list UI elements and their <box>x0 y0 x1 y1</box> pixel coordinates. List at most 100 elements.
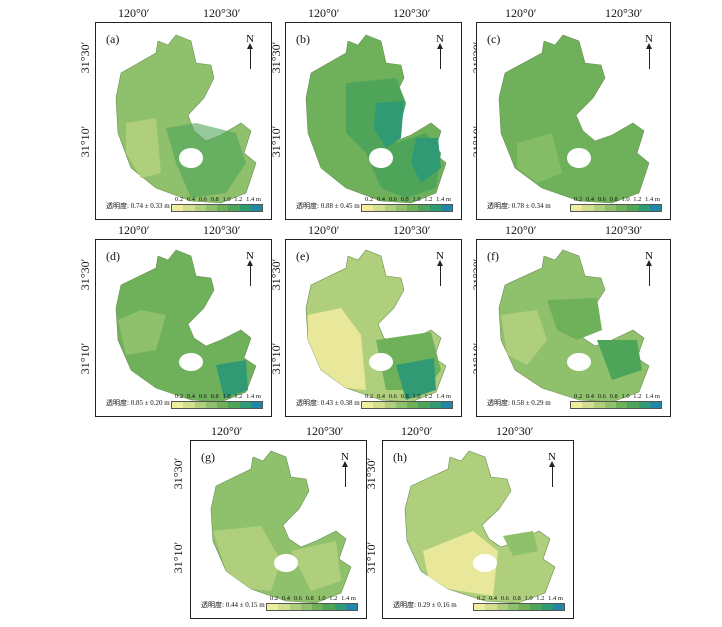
legend-swatch <box>217 205 229 211</box>
north-arrow: N <box>243 250 257 286</box>
legend-tick: 1.4 m <box>341 595 356 602</box>
legend-swatch <box>373 205 385 211</box>
map-panel-g: (g) N 透明度: 0.44 ± 0.15 m 0.2 0.4 0.6 0.8 1.0… <box>190 440 367 619</box>
legend-swatch <box>582 402 594 408</box>
legend-tick: 0.6 <box>293 595 302 602</box>
legend-tick: 0.8 <box>210 196 219 203</box>
legend-tick: 0.6 <box>597 393 606 400</box>
legend-swatch <box>429 402 441 408</box>
legend-swatch <box>267 604 279 610</box>
legend-swatch <box>217 402 229 408</box>
legend-tick: 0.4 <box>186 393 195 400</box>
lon-label: 120°30′ <box>496 424 534 438</box>
legend-swatch <box>519 604 531 610</box>
legend-swatch <box>541 604 553 610</box>
panel-label: (b) <box>296 32 310 46</box>
legend-swatch <box>638 205 650 211</box>
legend-swatch <box>362 205 374 211</box>
legend-swatch <box>205 402 217 408</box>
lake-map <box>305 249 447 403</box>
lat-label: 31°30′ <box>171 457 186 490</box>
legend-tick: 0.4 <box>488 595 497 602</box>
legend-swatch <box>205 205 217 211</box>
legend-swatch <box>649 205 661 211</box>
panel-label: (e) <box>296 249 310 263</box>
color-legend: 0.2 0.4 0.6 0.8 1.0 1.2 1.4 m <box>570 393 662 409</box>
legend-swatch <box>638 402 650 408</box>
legend-swatch <box>485 604 497 610</box>
lake-map <box>404 450 556 604</box>
legend-swatch <box>395 205 407 211</box>
north-label: N <box>645 250 653 262</box>
legend-tick: 1.4 m <box>246 393 261 400</box>
lon-label: 120°0′ <box>505 6 537 20</box>
legend-swatch <box>582 205 594 211</box>
legend-swatch <box>183 402 195 408</box>
legend-swatch <box>362 402 374 408</box>
panel-label: (f) <box>487 249 499 263</box>
lat-label: 31°30′ <box>78 258 93 291</box>
legend-tick: 1.4 m <box>436 393 451 400</box>
legend-tick: 1.0 <box>222 196 231 203</box>
legend-tick: 1.2 <box>424 393 433 400</box>
legend-swatch <box>571 402 583 408</box>
legend-tick: 0.4 <box>585 393 594 400</box>
lake-area <box>115 249 257 403</box>
legend-swatch <box>334 604 346 610</box>
lat-label: 31°10′ <box>78 125 93 158</box>
lat-label: 31°30′ <box>78 41 93 74</box>
lon-label: 120°0′ <box>118 6 150 20</box>
legend-swatch <box>418 402 430 408</box>
lon-label: 120°0′ <box>211 424 243 438</box>
legend-tick: 1.0 <box>412 196 421 203</box>
legend-tick: 1.0 <box>524 595 533 602</box>
legend-swatch <box>228 402 240 408</box>
lon-label: 120°30′ <box>306 424 344 438</box>
legend-tick: 0.2 <box>175 196 184 203</box>
lake-map <box>498 249 650 403</box>
map-panel-d: (d) N 透明度: 0.85 ± 0.20 m 0.2 0.4 0.6 0.8 1.0… <box>95 239 272 417</box>
panel-label: (h) <box>393 450 407 464</box>
legend-tick: 0.4 <box>376 196 385 203</box>
legend-tick: 0.8 <box>512 595 521 602</box>
map-panel-c: (c) N 透明度: 0.78 ± 0.34 m 0.2 0.4 0.6 0.8 1.0… <box>476 22 671 220</box>
lon-label: 120°30′ <box>203 6 241 20</box>
legend-swatch <box>627 402 639 408</box>
map-panel-a: (a) N 透明度: 0.74 ± 0.33 m 0.2 0.4 0.6 0.8 1.0… <box>95 22 272 220</box>
north-arrow: N <box>433 33 447 69</box>
lon-label: 120°30′ <box>605 223 643 237</box>
north-arrow-icon <box>645 43 652 69</box>
legend-tick: 1.0 <box>222 393 231 400</box>
lon-label: 120°30′ <box>605 6 643 20</box>
legend-swatch <box>172 402 184 408</box>
north-arrow-icon <box>246 43 253 69</box>
north-arrow-icon <box>246 260 253 286</box>
lake-map <box>115 249 257 403</box>
north-arrow: N <box>243 33 257 69</box>
north-arrow: N <box>642 250 656 286</box>
legend-swatch <box>507 604 519 610</box>
color-legend: 0.2 0.4 0.6 0.8 1.0 1.2 1.4 m <box>171 196 263 212</box>
north-arrow-icon <box>436 260 443 286</box>
legend-swatch <box>384 205 396 211</box>
legend-tick: 0.6 <box>500 595 509 602</box>
legend-swatch <box>183 205 195 211</box>
legend-swatch <box>440 205 452 211</box>
map-panel-b: (b) N 透明度: 0.88 ± 0.45 m 0.2 0.4 0.6 0.8 1.0… <box>285 22 462 220</box>
legend-swatch <box>373 402 385 408</box>
legend-swatch <box>418 205 430 211</box>
lon-label: 120°0′ <box>308 223 340 237</box>
legend-tick: 0.2 <box>175 393 184 400</box>
legend-tick: 1.0 <box>621 393 630 400</box>
legend-tick: 0.6 <box>198 196 207 203</box>
north-label: N <box>645 33 653 45</box>
lon-label: 120°0′ <box>505 223 537 237</box>
legend-swatch <box>172 205 184 211</box>
lake-area <box>498 34 650 204</box>
color-legend: 0.2 0.4 0.6 0.8 1.0 1.2 1.4 m <box>473 595 565 611</box>
legend-swatch <box>593 205 605 211</box>
lat-label: 31°10′ <box>171 541 186 574</box>
legend-tick: 1.0 <box>412 393 421 400</box>
transparency-stat: 透明度: 0.74 ± 0.33 m <box>106 202 170 210</box>
legend-swatch <box>239 402 251 408</box>
